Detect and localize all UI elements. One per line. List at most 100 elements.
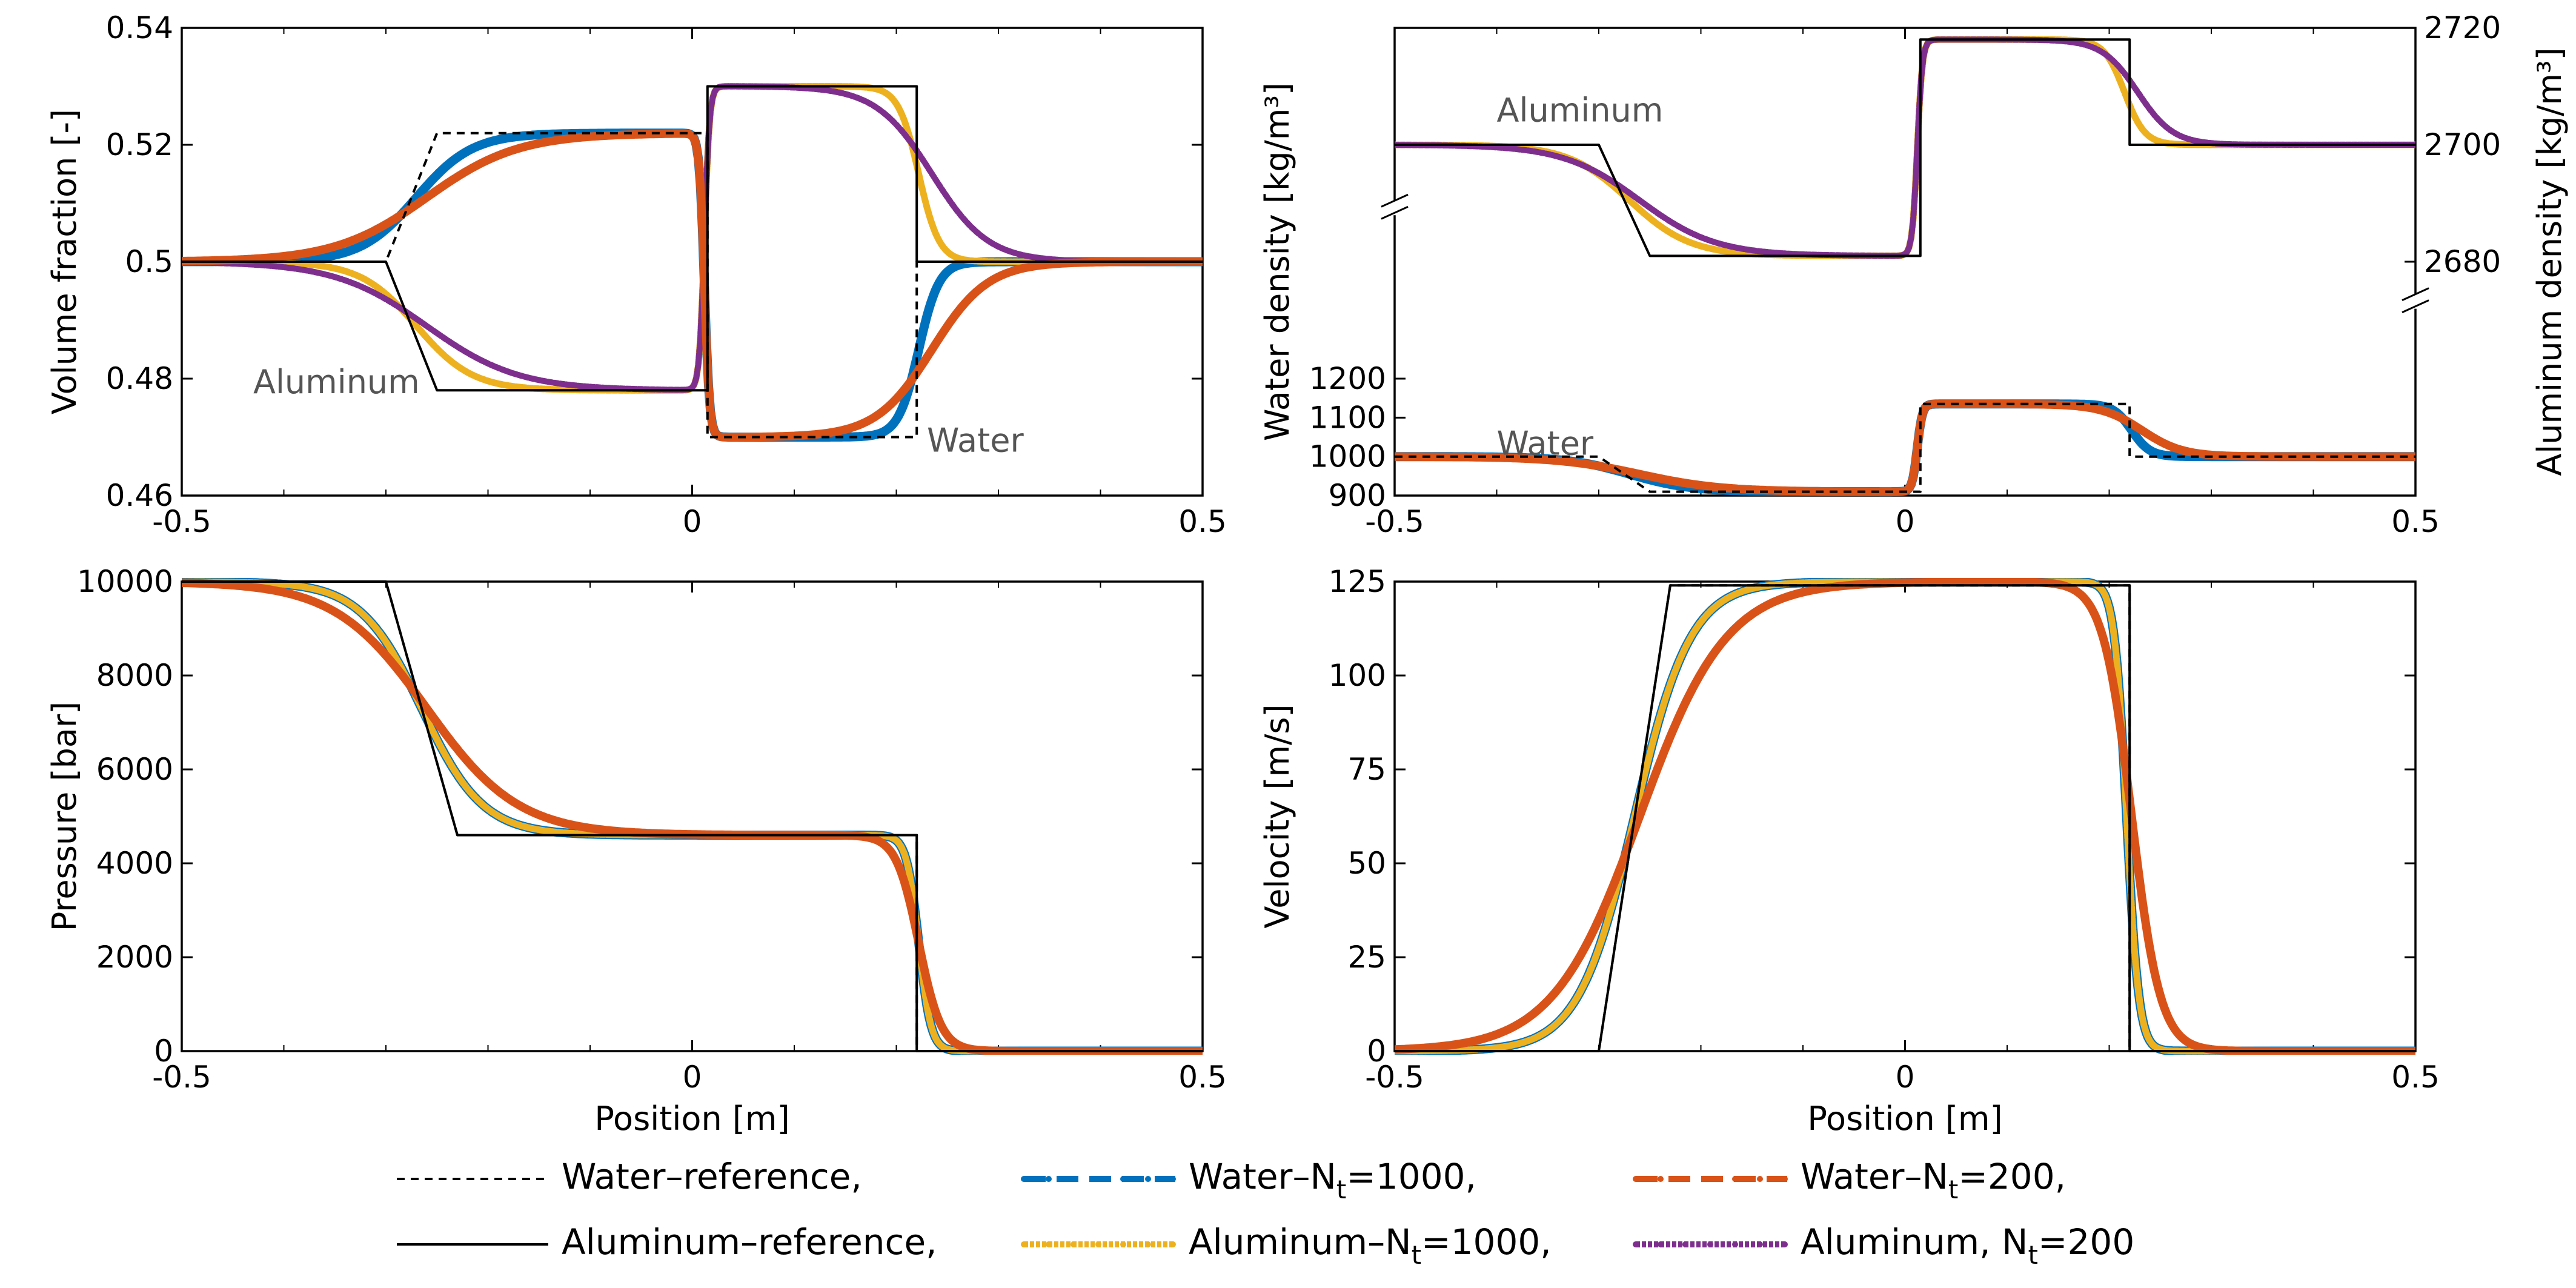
data-point [2168, 127, 2173, 133]
data-point [1514, 1041, 1520, 1047]
legend-label-tail: =1000, [1421, 1221, 1552, 1263]
data-point [1667, 230, 1673, 236]
data-point [443, 161, 451, 170]
data-point [485, 360, 491, 367]
axis-break-mark [1381, 205, 1409, 220]
y-axis-label: Velocity [m/s] [1258, 704, 1296, 928]
data-point [495, 813, 502, 819]
data-point [352, 605, 359, 611]
data-point [893, 101, 900, 107]
data-point [1565, 157, 1571, 162]
legend-marker [1170, 1241, 1176, 1247]
data-point [454, 772, 460, 778]
data-point [923, 312, 931, 320]
data-point [1606, 176, 1612, 182]
data-point [986, 238, 991, 244]
data-point [526, 375, 532, 380]
data-point [424, 324, 430, 329]
data-point [1667, 219, 1673, 224]
data-point [1504, 1043, 1510, 1049]
data-point [689, 385, 695, 390]
legend-marker [1046, 1176, 1052, 1182]
data-point [1545, 151, 1550, 157]
legend-marker [1682, 1241, 1688, 1247]
data-point [310, 254, 319, 262]
y-tick-label: 50 [1347, 846, 1386, 881]
x-tick-label: 0.5 [1178, 504, 1227, 539]
y-axis-label: Volume fraction [-] [45, 109, 84, 414]
data-point [342, 277, 348, 283]
data-point [311, 269, 317, 275]
data-point [434, 736, 440, 743]
data-point [444, 355, 450, 361]
data-point [1626, 198, 1633, 204]
legend-entry: Aluminum–reference, [397, 1221, 937, 1263]
data-point [883, 112, 889, 118]
annotation-aluminum: Aluminum [253, 363, 420, 401]
data-point [955, 208, 960, 214]
data-point [975, 230, 981, 236]
data-point [1524, 148, 1530, 153]
data-point [351, 245, 359, 253]
data-point [903, 858, 909, 864]
density-panel: -0.5 0 0.5 900 1000 1100 1200 2680 2700 2720 Water… [1258, 10, 2569, 539]
data-point [2117, 64, 2122, 70]
data-point [1493, 1044, 1500, 1051]
data-point [1037, 255, 1042, 261]
data-point [894, 122, 899, 127]
y-tick-label: 0.46 [106, 478, 173, 513]
data-point [536, 377, 542, 383]
data-point [2147, 107, 2153, 112]
data-point [1026, 253, 1032, 259]
data-point [362, 240, 370, 248]
series-line-water-nt-1000 [182, 578, 1203, 1055]
legend-label-main: Water–N [1801, 1156, 1948, 1197]
data-point [944, 248, 951, 255]
series-markers-aluminum-nt-1000 [182, 83, 1203, 393]
data-point [892, 416, 900, 423]
data-point [474, 797, 481, 803]
data-point [812, 86, 817, 91]
x-tick-label: -0.5 [1365, 504, 1424, 539]
legend-marker [1120, 1176, 1126, 1182]
data-point [261, 262, 266, 268]
data-point [557, 380, 562, 387]
series-group [1395, 578, 2415, 1055]
data-point [965, 221, 971, 226]
data-point [710, 95, 715, 101]
data-point [597, 385, 603, 390]
series-group [182, 578, 1203, 1055]
legend-marker [1095, 1176, 1101, 1182]
data-point [373, 625, 379, 631]
data-point [1545, 1027, 1551, 1034]
data-point [383, 639, 389, 645]
data-point [444, 755, 450, 762]
y-tick-label: 0 [154, 1034, 173, 1069]
legend-label: Aluminum, Nt=200 [1801, 1221, 2134, 1270]
data-point [2106, 55, 2112, 60]
plot-frame [1393, 580, 2417, 1052]
legend: Water–reference, Water–Nt=1000, Water–Nt=2… [397, 1156, 2134, 1270]
y-tick-label: 1200 [1309, 361, 1386, 396]
x-axis-label: Position [m] [594, 1100, 789, 1138]
data-point [495, 380, 502, 387]
data-point [1667, 681, 1673, 688]
data-point [893, 837, 900, 844]
series-line-aluminum-reference [182, 580, 1203, 1052]
data-point [1810, 579, 1816, 585]
data-point [843, 91, 848, 97]
data-point [434, 330, 440, 336]
data-point [1606, 913, 1612, 920]
data-point [933, 282, 941, 291]
data-point [505, 382, 511, 389]
data-point [1657, 713, 1663, 720]
data-point [484, 138, 492, 147]
legend-label-subscript: t [1336, 1175, 1346, 1204]
legend-marker [1046, 1241, 1052, 1247]
data-point [1565, 1007, 1572, 1014]
data-point [373, 291, 379, 296]
series-line-aluminum-reference [182, 85, 1203, 392]
data-point [2106, 605, 2113, 611]
legend-label-tail: =1000, [1346, 1156, 1476, 1197]
annotation-water: Water [1497, 424, 1594, 462]
